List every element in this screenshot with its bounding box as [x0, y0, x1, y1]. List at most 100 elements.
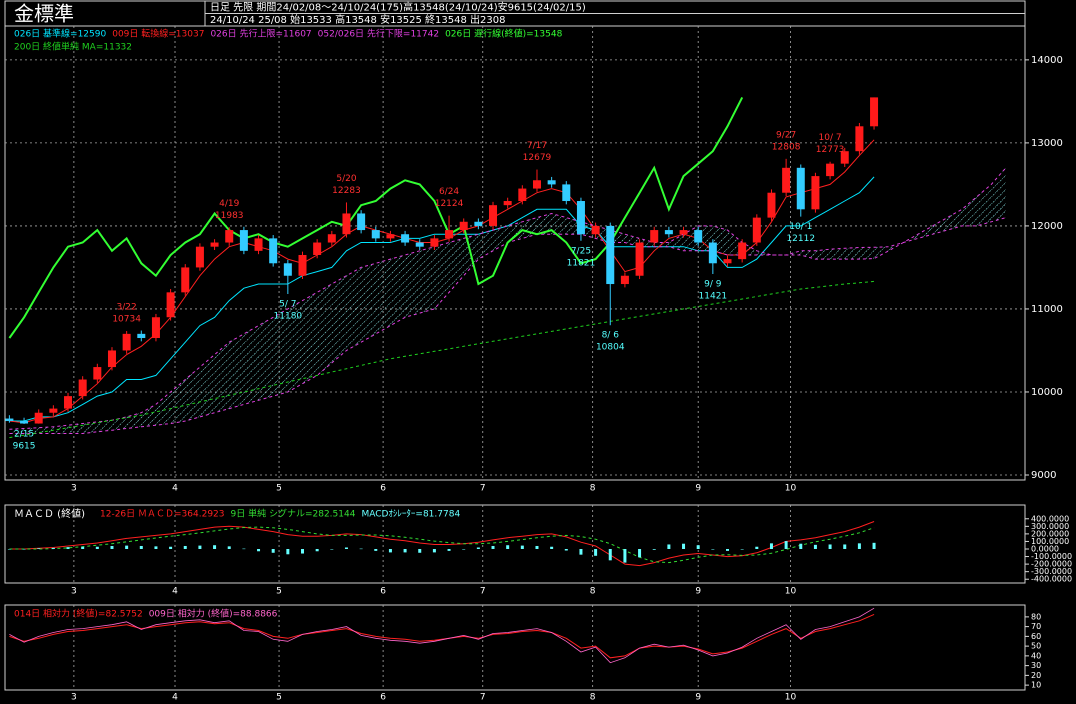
annotation-date: 10/ 7 — [819, 133, 842, 143]
candle-body — [635, 242, 644, 276]
legend-entry: 026日 基準線=12590 — [14, 28, 106, 40]
y-tick-label: 12000 — [1031, 221, 1063, 232]
x-tick-label: 4 — [172, 693, 178, 703]
candle-body — [401, 234, 410, 243]
annotation-value: 11983 — [215, 211, 244, 221]
annotation-date: 5/ 7 — [279, 300, 296, 310]
candle-body — [5, 418, 14, 422]
candle-body — [547, 180, 556, 185]
oscillator-bar — [169, 546, 173, 549]
candle-body — [225, 230, 234, 243]
oscillator-bar — [242, 548, 246, 550]
candle-body — [445, 230, 454, 239]
candle-body — [34, 412, 43, 424]
annotation-date: 6/24 — [439, 187, 459, 197]
candle-body — [254, 238, 263, 251]
candle-body — [562, 184, 571, 202]
x-tick-label: 3 — [71, 484, 77, 494]
y-tick-label: 10 — [1031, 681, 1041, 690]
annotation-date: 4/19 — [219, 199, 239, 209]
candle-body — [459, 221, 468, 231]
header-line: 日足 先限 期間24/02/08～24/10/24(175)高13548(24/… — [210, 1, 586, 14]
candle-body — [342, 213, 351, 235]
oscillator-bar — [447, 549, 451, 551]
y-tick-label: -400.0000 — [1031, 575, 1072, 584]
oscillator-bar — [183, 545, 187, 549]
series-line — [9, 167, 1007, 430]
oscillator-bar — [491, 545, 495, 549]
oscillator-bar — [740, 549, 744, 550]
panel-title: ＭＡＣＤ (終値) — [14, 507, 85, 520]
annotation-date: 8/ 6 — [602, 331, 620, 341]
oscillator-bar — [227, 546, 231, 549]
y-tick-label: 40 — [1031, 651, 1041, 660]
x-tick-label: 6 — [380, 693, 386, 703]
x-tick-label: 6 — [380, 587, 386, 597]
oscillator-bar — [418, 549, 422, 553]
oscillator-bar — [359, 548, 363, 550]
annotation-value: 12679 — [523, 153, 552, 163]
x-tick-label: 9 — [695, 693, 701, 703]
candle-body — [137, 333, 146, 339]
oscillator-bar — [520, 545, 524, 549]
y-tick-label: -300.0000 — [1031, 567, 1072, 576]
oscillator-bar — [813, 544, 817, 549]
oscillator-bar — [857, 543, 861, 549]
y-tick-label: 400.0000 — [1031, 514, 1069, 523]
legend-entry: 026日 遅行線(終値)=13548 — [445, 28, 563, 40]
candle-body — [752, 217, 761, 243]
oscillator-bar — [330, 549, 334, 550]
series-line — [9, 521, 875, 567]
candle-body — [239, 230, 248, 251]
oscillator-bar — [872, 542, 876, 549]
candle-body — [151, 317, 160, 339]
y-tick-label: -100.0000 — [1031, 552, 1072, 561]
annotation-date: 10/ 1 — [789, 222, 812, 232]
annotation-date: 3/22 — [117, 303, 137, 313]
oscillator-bar — [769, 543, 773, 549]
legend-entry: MACDｵｼﾚｰﾀｰ=81.7784 — [361, 509, 460, 520]
oscillator-bar — [608, 549, 612, 561]
annotation-value: 10804 — [596, 343, 625, 353]
oscillator-bar — [374, 549, 378, 551]
legend-entry: 009日 転換線=13037 — [112, 28, 204, 40]
oscillator-bar — [535, 545, 539, 549]
x-tick-label: 5 — [276, 484, 282, 494]
annotation-value: 12773 — [816, 145, 845, 155]
x-tick-label: 7 — [480, 484, 486, 494]
annotation-value: 12808 — [772, 142, 801, 152]
legend-entry: 200日 終値単純 MA=11332 — [14, 41, 132, 53]
annotation-date: 2/15 — [14, 429, 34, 439]
candle-body — [664, 230, 673, 235]
series-line — [8, 96, 744, 339]
oscillator-bar — [213, 545, 217, 549]
legend-entry: 026日 先行上限=11607 — [210, 28, 311, 40]
candle-body — [298, 254, 307, 276]
candle-body — [20, 421, 29, 424]
oscillator-bar — [550, 546, 554, 549]
oscillator-bar — [652, 549, 656, 550]
candle-body — [415, 242, 424, 247]
x-tick-label: 4 — [172, 484, 178, 494]
oscillator-bar — [125, 545, 129, 549]
legend-entry: 052/026日 先行下限=11742 — [318, 28, 439, 40]
candle-body — [327, 234, 336, 243]
oscillator-bar — [476, 547, 480, 549]
candle-body — [840, 151, 849, 164]
candle-body — [650, 230, 659, 243]
oscillator-bar — [696, 545, 700, 549]
oscillator-bar — [711, 549, 715, 550]
oscillator-bar — [271, 549, 275, 553]
candle-body — [489, 205, 498, 226]
y-tick-label: 30 — [1031, 661, 1041, 670]
oscillator-bar — [139, 545, 143, 549]
oscillator-bar — [726, 549, 729, 551]
candle-body — [694, 230, 703, 243]
candle-body — [738, 242, 747, 260]
series-line — [9, 280, 875, 439]
candle-body — [357, 213, 366, 231]
y-tick-label: 60 — [1031, 632, 1041, 641]
oscillator-bar — [432, 549, 436, 553]
